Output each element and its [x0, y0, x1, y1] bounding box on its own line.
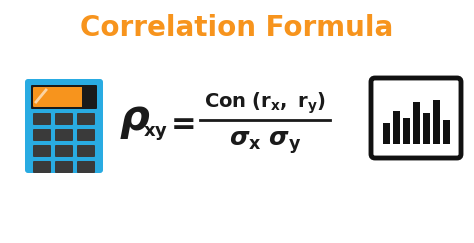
- Bar: [403, 118, 410, 144]
- FancyBboxPatch shape: [33, 87, 87, 107]
- FancyBboxPatch shape: [33, 129, 51, 141]
- Bar: [443, 120, 450, 144]
- FancyBboxPatch shape: [55, 129, 73, 141]
- Text: Correlation Formula: Correlation Formula: [81, 14, 393, 42]
- FancyBboxPatch shape: [55, 161, 73, 173]
- FancyBboxPatch shape: [371, 78, 461, 158]
- FancyBboxPatch shape: [33, 145, 51, 157]
- FancyBboxPatch shape: [77, 129, 95, 141]
- FancyBboxPatch shape: [25, 79, 103, 173]
- Text: $\mathbf{Con\ (r_x,\ r_y)}$: $\mathbf{Con\ (r_x,\ r_y)}$: [204, 90, 326, 116]
- Bar: [393, 111, 400, 144]
- FancyBboxPatch shape: [33, 113, 51, 125]
- Text: $\mathbf{=}$: $\mathbf{=}$: [165, 107, 195, 137]
- Text: $\boldsymbol{\rho}$: $\boldsymbol{\rho}$: [119, 99, 151, 141]
- Bar: [82, 87, 94, 107]
- FancyBboxPatch shape: [77, 113, 95, 125]
- Bar: [413, 102, 420, 144]
- FancyBboxPatch shape: [31, 85, 97, 109]
- FancyBboxPatch shape: [77, 145, 95, 157]
- FancyBboxPatch shape: [55, 145, 73, 157]
- FancyBboxPatch shape: [55, 113, 73, 125]
- FancyBboxPatch shape: [77, 161, 95, 173]
- Text: $\boldsymbol{\sigma}_\mathbf{x}\ \boldsymbol{\sigma}_\mathbf{y}$: $\boldsymbol{\sigma}_\mathbf{x}\ \boldsy…: [228, 130, 301, 156]
- Bar: [383, 123, 390, 144]
- Text: $\mathbf{xy}$: $\mathbf{xy}$: [143, 124, 167, 142]
- FancyBboxPatch shape: [33, 161, 51, 173]
- Bar: [423, 113, 430, 144]
- Bar: [433, 100, 440, 144]
